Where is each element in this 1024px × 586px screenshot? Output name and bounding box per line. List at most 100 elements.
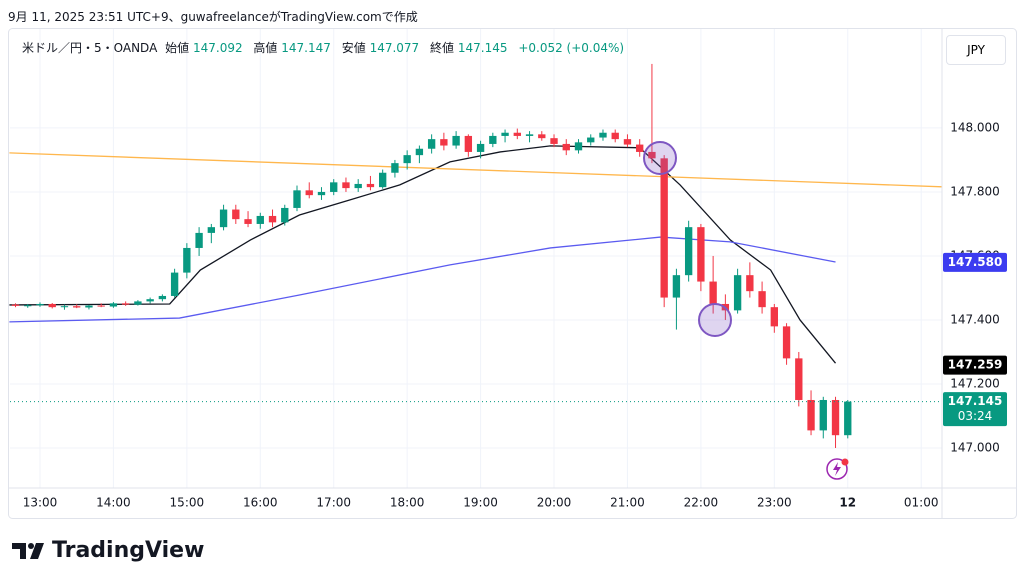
- legend-value: 147.077: [369, 41, 420, 55]
- candle-body: [219, 209, 228, 228]
- x-tick-label: 01:00: [904, 496, 939, 510]
- y-tick-label: 147.000: [950, 440, 1000, 454]
- candle-body: [415, 148, 424, 156]
- candle-body: [611, 132, 619, 140]
- candle-body: [782, 326, 791, 359]
- x-tick-label: 18:00: [390, 496, 425, 510]
- x-tick-label: 22:00: [684, 496, 719, 510]
- x-tick-label: 17:00: [316, 496, 351, 510]
- candle-body: [452, 135, 460, 146]
- indicator-line: [9, 152, 943, 188]
- legend-label: 終値: [430, 41, 455, 55]
- candle-body: [672, 275, 681, 298]
- brand-logo: [12, 543, 44, 559]
- currency-button[interactable]: JPY: [946, 35, 1006, 65]
- candle-body: [195, 232, 203, 248]
- candle-body: [48, 303, 56, 308]
- indicator-line: [9, 145, 837, 364]
- y-tick-label: 147.800: [950, 184, 1000, 198]
- x-tick-label: 15:00: [170, 496, 205, 510]
- candle-body: [770, 307, 778, 327]
- candle-body: [330, 182, 338, 192]
- candle-body: [158, 295, 167, 300]
- candle-body: [513, 132, 521, 136]
- candle-body: [391, 163, 399, 173]
- candle-body: [183, 247, 191, 273]
- candle-body: [121, 303, 130, 305]
- symbol: 米ドル／円・5・OANDA: [22, 41, 158, 55]
- indicator-line: [9, 236, 836, 323]
- price-tag-label: 147.259: [948, 358, 1003, 372]
- price-tag: [943, 392, 1007, 427]
- candle-body: [24, 305, 32, 307]
- candle-body: [207, 227, 216, 233]
- candle-body: [538, 134, 546, 139]
- candle-body: [36, 303, 44, 306]
- candle-body: [550, 138, 558, 144]
- candle-body: [709, 281, 717, 304]
- x-tick-label: 14:00: [96, 496, 131, 510]
- price-tag-label: 147.580: [948, 255, 1003, 269]
- candle-body: [795, 358, 803, 400]
- legend-value: 147.092: [192, 41, 243, 55]
- candle-body: [60, 306, 69, 308]
- legend-label: 高値: [253, 41, 278, 55]
- countdown-label: 03:24: [958, 409, 993, 423]
- candle-body: [819, 399, 827, 431]
- candle-body: [403, 155, 411, 164]
- price-tag: [943, 355, 1007, 375]
- chart-frame: [8, 28, 1017, 519]
- candle-body: [305, 190, 313, 196]
- y-tick-label: 148.000: [950, 120, 1000, 134]
- candle-body: [636, 144, 644, 152]
- candle-body: [574, 142, 583, 151]
- x-tick-label: 23:00: [757, 496, 792, 510]
- candle-body: [562, 143, 570, 151]
- annotation-circle: [643, 141, 677, 175]
- legend-value: 147.145: [457, 41, 508, 55]
- candle-body: [281, 207, 289, 223]
- candle-body: [379, 172, 387, 188]
- candle-body: [501, 132, 509, 136]
- candle-body: [366, 183, 375, 188]
- x-tick-label: 20:00: [537, 496, 572, 510]
- candle-body: [244, 219, 252, 224]
- candle-body: [476, 143, 485, 152]
- legend-change: +0.052 (+0.04%): [518, 41, 625, 55]
- annotation-circle: [698, 303, 732, 337]
- candle-body: [293, 190, 301, 208]
- x-tick-label: 19:00: [463, 496, 498, 510]
- legend: 米ドル／円・5・OANDA 始値 147.092 高値 147.147 安値 1…: [22, 39, 631, 56]
- header: 9月 11, 2025 23:51 UTC+9、guwafreelanceがTr…: [8, 10, 418, 24]
- candle-body: [525, 134, 534, 136]
- candle-body: [354, 183, 362, 189]
- candle-body: [97, 305, 105, 307]
- candle-body: [599, 132, 607, 138]
- x-tick-label: 12: [839, 496, 856, 510]
- price-tag: [943, 252, 1007, 272]
- candle-body: [733, 275, 742, 311]
- legend-value: 147.147: [281, 41, 331, 55]
- candle-body: [73, 306, 81, 308]
- y-tick-label: 147.200: [950, 376, 1000, 390]
- candle-body: [109, 303, 118, 307]
- candle-body: [427, 139, 436, 149]
- candle-body: [256, 215, 264, 224]
- candle-body: [464, 135, 473, 152]
- legend-label: 始値: [165, 41, 190, 55]
- candle-body: [342, 182, 350, 189]
- candle-body: [134, 301, 142, 305]
- candle-body: [831, 399, 840, 436]
- y-tick-label: 147.400: [950, 312, 1000, 326]
- candle-body: [648, 151, 656, 159]
- candle-body: [146, 299, 154, 302]
- candle-body: [440, 139, 448, 146]
- alert-icon[interactable]: [826, 458, 849, 480]
- candle-body: [844, 401, 852, 436]
- candle-body: [317, 191, 326, 196]
- candle-body: [807, 399, 815, 431]
- candle-body: [758, 291, 766, 308]
- candle-body: [268, 215, 277, 223]
